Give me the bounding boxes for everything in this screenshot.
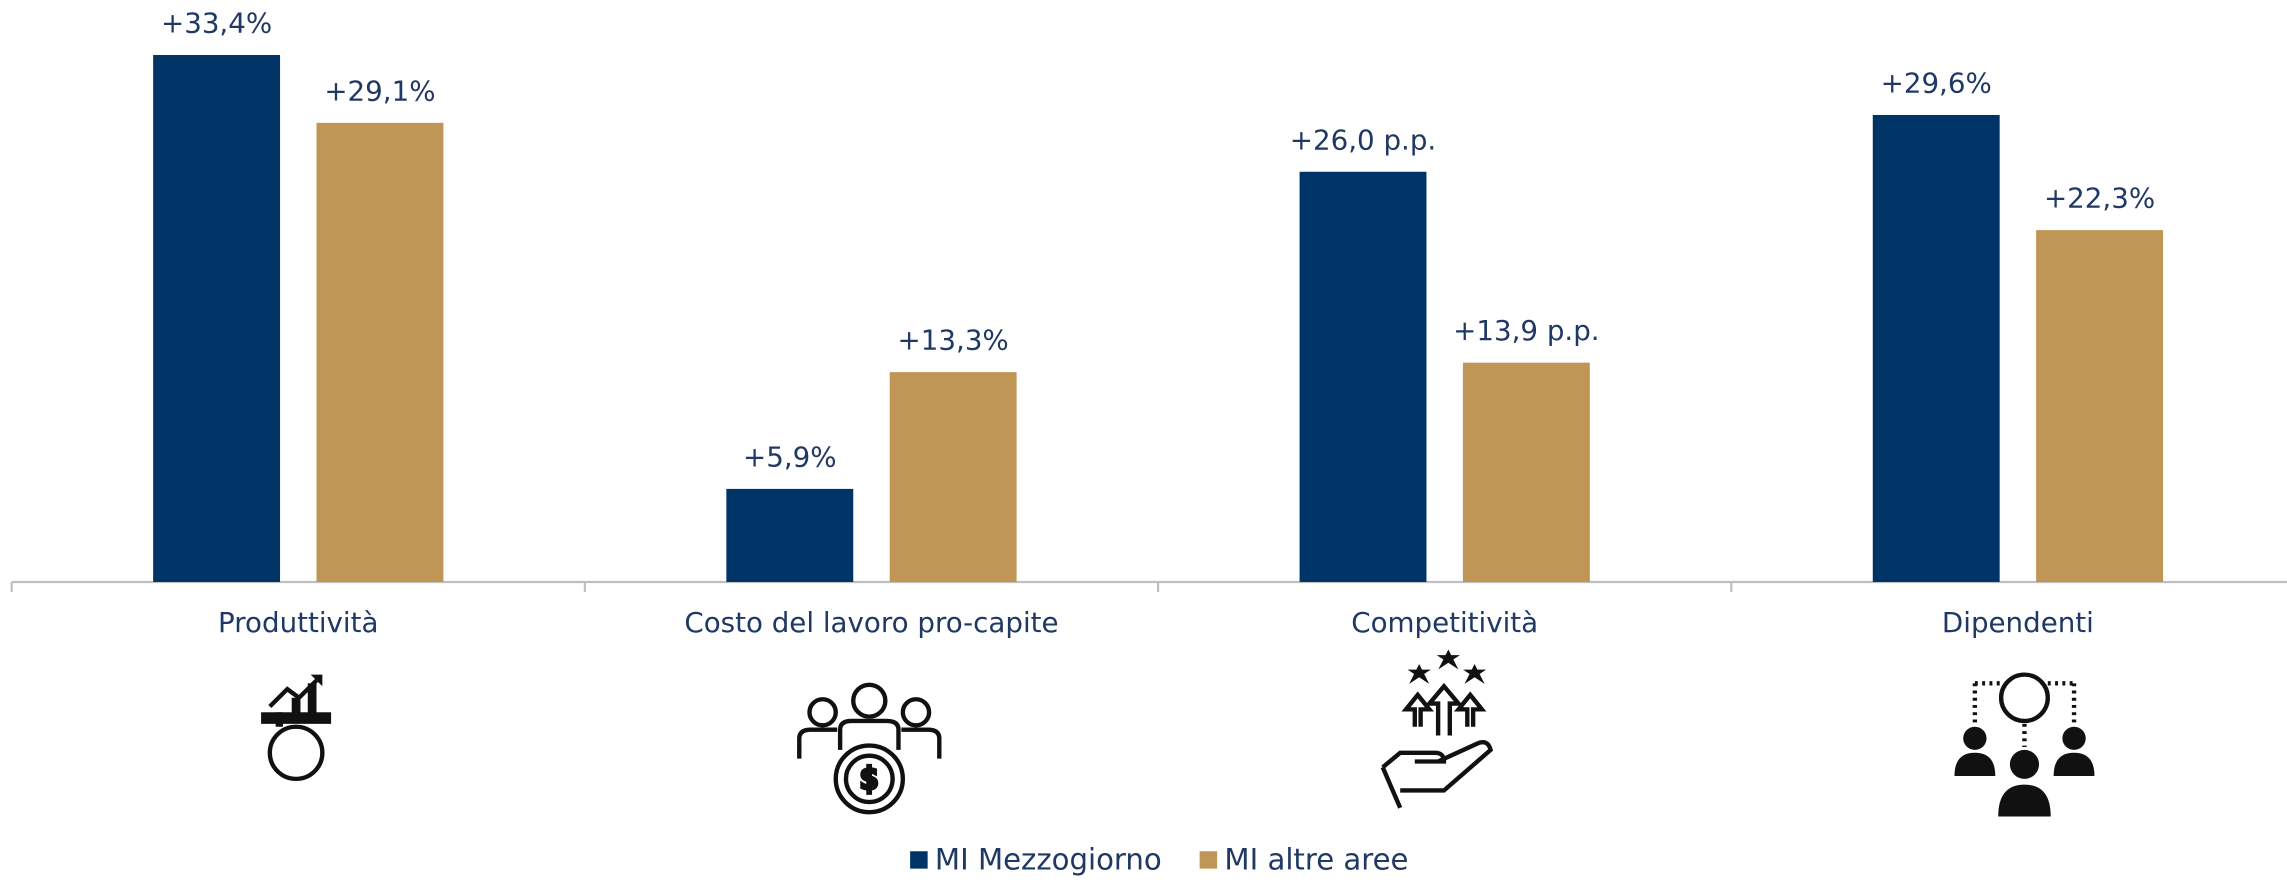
x-tick-label: Dipendenti [1942,606,2094,639]
legend-label: MI altre aree [1224,842,1408,876]
data-label: +13,3% [898,324,1009,357]
svg-text:$: $ [860,761,879,795]
x-tick-label: Competitività [1351,606,1538,639]
data-label: +13,9 p.p. [1453,314,1599,347]
data-label: +29,6% [1881,67,1992,100]
bar [726,488,854,582]
legend-swatch [1199,851,1218,869]
bar [889,372,1017,582]
bar [1299,171,1427,582]
icon-labour-cost: $ [797,682,942,815]
data-label: +29,1% [324,75,435,108]
x-tick-label: Costo del lavoro pro-capite [684,606,1058,639]
legend-swatch [910,851,928,869]
data-label: +5,9% [743,441,837,474]
icon-employees [1954,672,2095,817]
icon-productivity [261,674,332,782]
bar [1462,362,1590,582]
data-label: +33,4% [161,7,272,40]
data-label: +26,0 p.p. [1290,123,1436,156]
bar [153,55,281,582]
bar [2036,230,2164,582]
data-label: +22,3% [2044,182,2155,215]
x-tick-label: Produttività [218,606,378,639]
bar [1872,114,2000,582]
legend-label: MI Mezzogiorno [935,842,1162,876]
bar [316,122,444,582]
icon-competitiveness [1380,649,1494,809]
